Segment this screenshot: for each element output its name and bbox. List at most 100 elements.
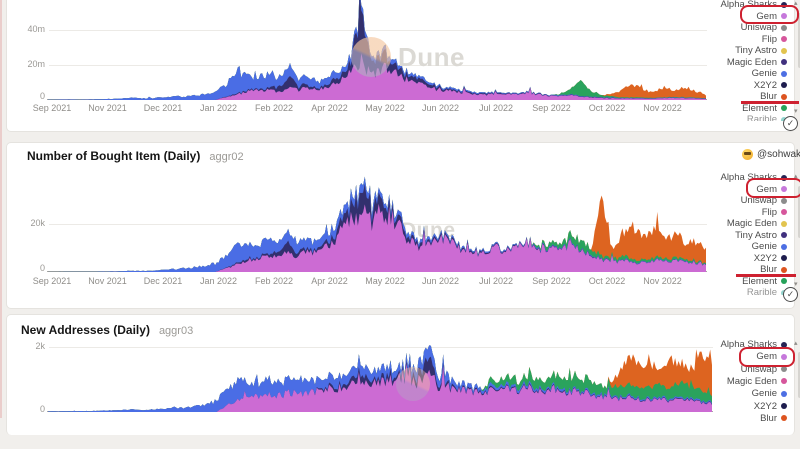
legend-scroll-down-icon[interactable]: ▾ bbox=[794, 281, 798, 288]
legend-label: Flip bbox=[761, 206, 777, 218]
legend-item-tiny-astro[interactable]: Tiny Astro bbox=[668, 45, 787, 56]
x-axis-tick-label: Feb 2022 bbox=[254, 103, 294, 113]
legend-dot bbox=[781, 174, 787, 181]
legend-scrollbar[interactable] bbox=[798, 13, 800, 68]
legend-dot bbox=[781, 255, 787, 261]
legend-item-flip[interactable]: Flip bbox=[668, 207, 787, 218]
legend-label: X2Y2 bbox=[753, 252, 777, 264]
legend-item-blur[interactable]: Blur bbox=[668, 413, 787, 424]
legend-label: Gem bbox=[756, 183, 777, 195]
dune-logo-icon bbox=[351, 37, 391, 77]
legend-scrollbar[interactable] bbox=[798, 186, 800, 238]
legend-dot bbox=[781, 93, 787, 100]
stacked-area-chart[interactable] bbox=[48, 162, 706, 272]
chart-title-suffix: aggr02 bbox=[209, 151, 244, 163]
x-axis-tick-label: May 2022 bbox=[365, 103, 405, 113]
legend-label: Uniswap bbox=[740, 363, 777, 375]
legend-scroll-up-icon[interactable]: ▴ bbox=[794, 0, 798, 7]
legend-item-x2y2[interactable]: X2Y2 bbox=[668, 80, 787, 91]
legend-dot bbox=[781, 186, 787, 192]
legend-scroll-down-icon[interactable]: ▾ bbox=[794, 108, 798, 115]
legend-item-flip[interactable]: Flip bbox=[668, 34, 787, 45]
legend-dot bbox=[781, 82, 787, 88]
chart-panel-volume: Dune 40m 20m 0 Sep 2021 Nov 2021 Dec 2021 Jan … bbox=[6, 0, 800, 132]
dune-watermark: Dune bbox=[398, 42, 465, 72]
legend-label: X2Y2 bbox=[753, 400, 777, 412]
x-axis-tick-label: Sep 2022 bbox=[532, 103, 571, 113]
x-axis-tick-label: Sep 2021 bbox=[32, 103, 72, 113]
legend-label: Magic Eden bbox=[726, 56, 777, 68]
legend-label: Tiny Astro bbox=[735, 45, 777, 56]
legend-label: Gem bbox=[756, 351, 777, 363]
x-axis-tick-label: Jun 2022 bbox=[421, 103, 460, 113]
blur-annotation-underline bbox=[741, 101, 799, 104]
legend-dot bbox=[781, 59, 787, 65]
gem-annotation-box bbox=[740, 5, 799, 24]
x-axis-tick-label: Jan 2022 bbox=[199, 103, 238, 113]
legend-item-genie[interactable]: Genie bbox=[668, 241, 787, 252]
legend: Alpha Sharks Gem Uniswap Flip Magic Eden Tiny… bbox=[668, 172, 794, 295]
legend-label: Element bbox=[742, 102, 777, 114]
x-axis-tick-label: Dec 2021 bbox=[143, 276, 183, 286]
author-attribution[interactable]: @sohwak bbox=[742, 149, 800, 160]
legend-item-blur[interactable]: Blur bbox=[668, 264, 787, 275]
legend-item-alpha-sharks[interactable]: Alpha Sharks bbox=[668, 339, 787, 350]
legend-dot bbox=[781, 415, 787, 422]
legend-dot bbox=[781, 70, 787, 77]
legend-item-x2y2[interactable]: X2Y2 bbox=[668, 401, 787, 412]
legend-dot bbox=[781, 232, 787, 238]
legend-label: Uniswap bbox=[740, 22, 777, 33]
legend-label: Rarible bbox=[746, 287, 777, 295]
legend-dot bbox=[781, 390, 787, 397]
legend-item-element[interactable]: Element bbox=[668, 276, 787, 287]
y-gridline bbox=[49, 30, 707, 31]
chart-title: New Addresses (Daily) bbox=[21, 323, 150, 337]
legend-label: Rarible bbox=[746, 114, 777, 121]
legend-dot bbox=[781, 209, 787, 215]
legend-dot bbox=[781, 105, 787, 111]
legend-dot bbox=[781, 13, 787, 19]
legend-item-genie[interactable]: Genie bbox=[668, 68, 787, 79]
legend-item-tiny-astro[interactable]: Tiny Astro bbox=[668, 230, 787, 241]
legend-dot bbox=[781, 1, 787, 8]
legend-item-uniswap[interactable]: Uniswap bbox=[668, 22, 787, 33]
legend-item-blur[interactable]: Blur bbox=[668, 91, 787, 102]
stacked-area-chart[interactable] bbox=[48, 345, 712, 412]
legend-dot bbox=[781, 197, 787, 204]
legend-item-rarible[interactable]: Rarible bbox=[668, 287, 787, 295]
legend-label: Alpha Sharks bbox=[720, 172, 777, 183]
gem-annotation-box bbox=[739, 347, 795, 367]
x-axis-tick-label: Apr 2022 bbox=[311, 103, 348, 113]
legend-dot bbox=[781, 47, 787, 54]
legend-label: Gem bbox=[756, 10, 777, 22]
legend-dot bbox=[781, 341, 787, 348]
legend-item-element[interactable]: Element bbox=[668, 103, 787, 114]
legend-item-uniswap[interactable]: Uniswap bbox=[668, 364, 787, 375]
y-axis-tick-label: 0 bbox=[39, 404, 45, 414]
y-axis-tick-label: 20k bbox=[30, 218, 45, 228]
approve-check-icon[interactable]: ✓ bbox=[783, 287, 798, 302]
legend-item-gem[interactable]: Gem bbox=[668, 11, 787, 22]
stacked-area-chart[interactable] bbox=[48, 0, 706, 100]
legend-scrollbar[interactable] bbox=[798, 352, 800, 398]
y-gridline bbox=[49, 347, 713, 348]
legend-scroll-up-icon[interactable]: ▴ bbox=[794, 173, 798, 180]
legend-dot bbox=[781, 266, 787, 273]
chart-panel-new-addresses: New Addresses (Daily) aggr03 2k 0 Alpha Sha… bbox=[6, 314, 800, 435]
legend-item-gem[interactable]: Gem bbox=[668, 184, 787, 195]
legend-item-rarible[interactable]: Rarible bbox=[668, 114, 787, 121]
legend-item-uniswap[interactable]: Uniswap bbox=[668, 195, 787, 206]
legend-item-magic-eden[interactable]: Magic Eden bbox=[668, 57, 787, 68]
legend-item-magic-eden[interactable]: Magic Eden bbox=[668, 218, 787, 229]
approve-check-icon[interactable]: ✓ bbox=[783, 116, 798, 131]
dune-logo-icon bbox=[396, 367, 430, 401]
legend-item-gem[interactable]: Gem bbox=[668, 351, 787, 362]
legend-label: Flip bbox=[761, 33, 777, 45]
legend-label: Tiny Astro bbox=[735, 229, 777, 241]
series-area-gem bbox=[48, 203, 706, 272]
legend-scroll-up-icon[interactable]: ▴ bbox=[794, 340, 798, 347]
legend-item-magic-eden[interactable]: Magic Eden bbox=[668, 376, 787, 387]
legend-item-alpha-sharks[interactable]: Alpha Sharks bbox=[668, 172, 787, 183]
legend-item-x2y2[interactable]: X2Y2 bbox=[668, 253, 787, 264]
legend-item-genie[interactable]: Genie bbox=[668, 388, 787, 399]
